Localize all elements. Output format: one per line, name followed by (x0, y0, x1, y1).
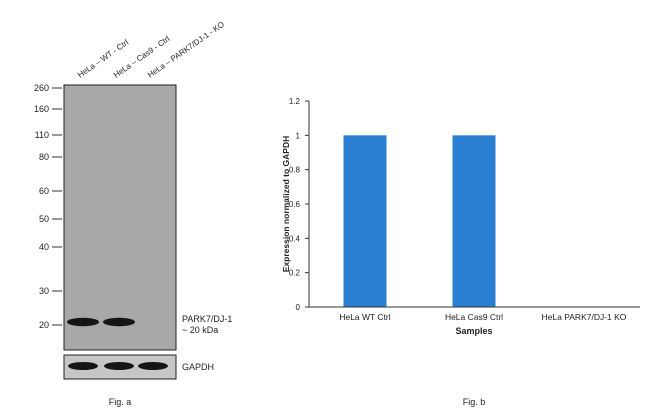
gapdh-bands (68, 362, 168, 370)
x-category-label: HeLa PARK7/DJ-1 KO (542, 312, 627, 322)
protein-label: PARK7/DJ-1 (182, 314, 232, 324)
bar (343, 135, 387, 307)
western-blot-panel: 260 160 110 80 60 50 40 30 20 HeLa – WT - CtrlHe… (34, 20, 232, 407)
marker-label: 110 (35, 130, 49, 140)
y-tick-label: 1 (296, 131, 301, 140)
marker-label: 260 (34, 83, 49, 93)
gapdh-label: GAPDH (182, 362, 214, 372)
y-tick-label: 0 (296, 303, 301, 312)
marker-label: 20 (39, 320, 49, 330)
bars (343, 135, 496, 307)
y-axis-label: Expression normalized to GAPDH (281, 136, 291, 273)
target-band (103, 317, 135, 327)
y-tick-label: 0.6 (289, 200, 301, 209)
molecular-weight-markers: 260 160 110 80 60 50 40 30 20 (34, 83, 62, 330)
x-category-label: HeLa WT Ctrl (339, 312, 390, 322)
x-axis-categories: HeLa WT Ctrl HeLa Cas9 Ctrl HeLa PARK7/DJ-… (339, 312, 626, 322)
x-category-label: HeLa Cas9 Ctrl (445, 312, 503, 322)
y-tick-label: 0.2 (289, 269, 301, 278)
marker-label: 40 (39, 242, 49, 252)
size-label: ~ 20 kDa (182, 325, 218, 335)
bar (452, 135, 496, 307)
y-axis-ticks: 0 0.2 0.4 0.6 0.8 1 1.2 (289, 97, 309, 312)
marker-label: 30 (39, 286, 49, 296)
gapdh-band (104, 362, 134, 370)
y-tick-label: 0.8 (289, 166, 301, 175)
marker-label: 160 (34, 104, 49, 114)
bar-chart-panel: 0 0.2 0.4 0.6 0.8 1 1.2 HeLa WT Ctrl HeLa Cas9 … (281, 97, 640, 407)
x-axis-label: Samples (455, 326, 492, 336)
target-band (67, 317, 99, 327)
marker-label: 50 (39, 214, 49, 224)
y-tick-label: 1.2 (289, 97, 301, 106)
gapdh-band (68, 362, 98, 370)
fig-b-caption: Fig. b (463, 397, 486, 407)
y-tick-label: 0.4 (289, 234, 301, 243)
gapdh-band (138, 362, 168, 370)
marker-label: 80 (39, 152, 49, 162)
blot-membrane (63, 84, 177, 351)
fig-a-caption: Fig. a (109, 397, 132, 407)
target-bands (67, 317, 135, 327)
marker-label: 60 (39, 186, 49, 196)
